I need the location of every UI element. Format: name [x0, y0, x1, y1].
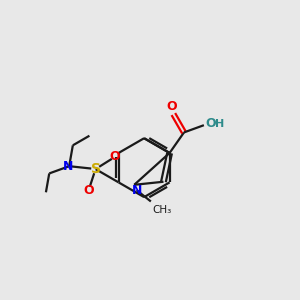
Text: N: N	[62, 160, 73, 173]
Text: O: O	[83, 184, 94, 197]
Text: O: O	[167, 100, 177, 112]
Text: O: O	[205, 117, 216, 130]
Text: N: N	[131, 184, 142, 196]
Text: S: S	[91, 162, 101, 176]
Text: O: O	[110, 150, 120, 163]
Text: H: H	[215, 119, 225, 129]
Text: CH₃: CH₃	[152, 205, 172, 215]
